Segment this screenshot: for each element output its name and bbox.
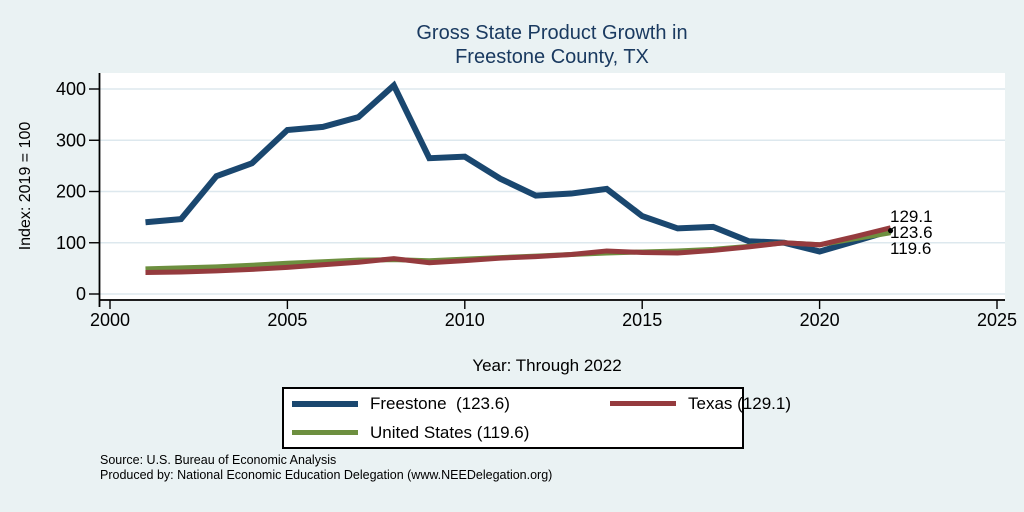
- legend-item-united-states: United States (119.6): [284, 423, 602, 443]
- united-states-line-swatch: [292, 430, 358, 435]
- chart-title: Gross State Product Growth in Freestone …: [99, 21, 1005, 69]
- end-label-texas: 129.1: [890, 207, 933, 226]
- end-label-united-states: 119.6: [890, 239, 932, 258]
- texas-line-swatch: [610, 401, 676, 406]
- x-axis-title: Year: Through 2022: [472, 356, 622, 375]
- y-tick-label: 400: [56, 79, 86, 99]
- x-tick-label: 2005: [267, 310, 307, 330]
- x-tick-label: 2010: [445, 310, 485, 330]
- chart-title-line2: Freestone County, TX: [455, 46, 649, 68]
- series-line-texas: [145, 225, 892, 275]
- y-tick-label: 100: [56, 233, 86, 253]
- y-tick-label: 0: [76, 284, 86, 304]
- source-note: Source: U.S. Bureau of Economic Analysis…: [100, 453, 552, 483]
- y-tick-label: 300: [56, 130, 86, 150]
- series-line-freestone: [145, 80, 892, 255]
- chart-title-line1: Gross State Product Growth in: [416, 22, 688, 44]
- x-tick-label: 2020: [800, 310, 840, 330]
- end-label-freestone: 123.6: [890, 223, 933, 242]
- legend-label-texas: Texas (129.1): [688, 393, 791, 413]
- freestone-endpoint-marker: [887, 228, 894, 234]
- plot-background: [99, 73, 1005, 299]
- freestone-line-swatch: [292, 400, 358, 407]
- legend: Freestone (123.6) Texas (129.1) United S…: [282, 387, 791, 449]
- legend-label-united-states: United States (119.6): [370, 422, 530, 442]
- source-line: Source: U.S. Bureau of Economic Analysis: [100, 453, 337, 467]
- legend-label-freestone: Freestone (123.6): [370, 393, 510, 413]
- y-tick-label: 200: [56, 182, 86, 202]
- x-tick-label: 2025: [977, 310, 1017, 330]
- produced-by-line: Produced by: National Economic Education…: [100, 468, 553, 482]
- legend-item-freestone: Freestone (123.6): [284, 394, 602, 414]
- x-tick-label: 2015: [622, 310, 662, 330]
- legend-item-texas: Texas (129.1): [602, 394, 791, 414]
- x-tick-label: 2000: [90, 310, 130, 330]
